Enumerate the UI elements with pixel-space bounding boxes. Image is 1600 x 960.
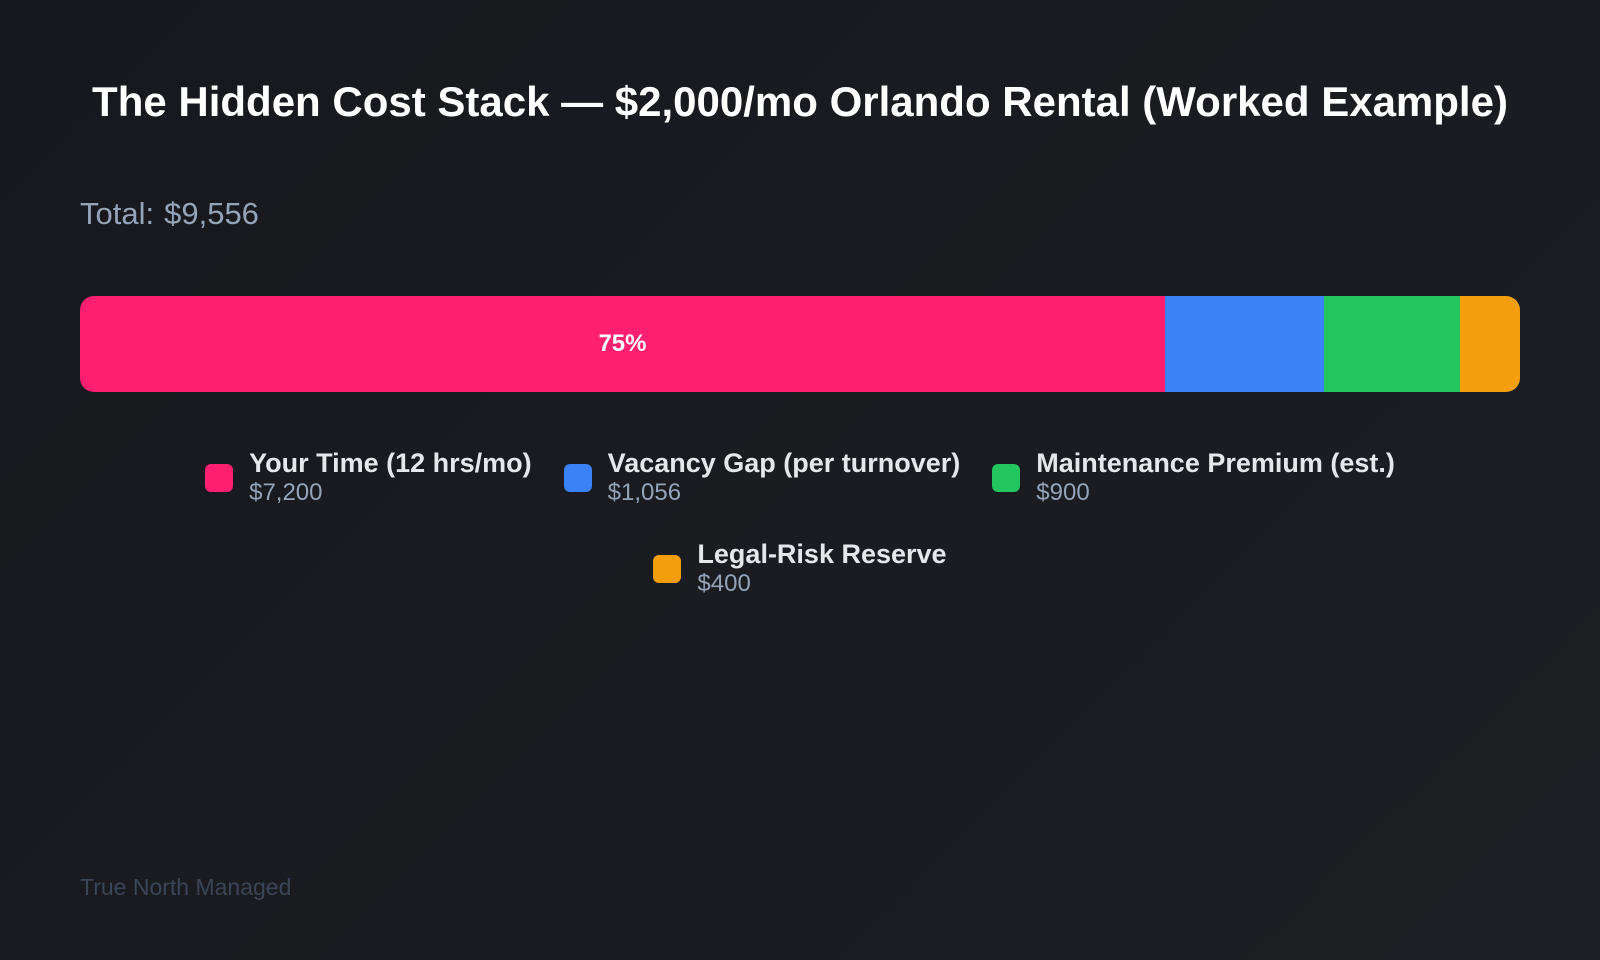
legend-swatch <box>205 463 234 492</box>
segment-percent-label: 75% <box>598 330 647 357</box>
legend-label: Your Time (12 hrs/mo) <box>249 448 532 478</box>
legend-text: Legal-Risk Reserve $400 <box>697 539 946 598</box>
legend-swatch <box>563 463 592 492</box>
legend-item: Maintenance Premium (est.) $900 <box>992 448 1395 507</box>
legend-item: Your Time (12 hrs/mo) $7,200 <box>205 448 532 507</box>
legend-value: $7,200 <box>249 479 323 506</box>
total-label: Total: <box>80 196 155 231</box>
legend-item: Legal-Risk Reserve $400 <box>653 539 947 598</box>
stacked-bar: 75% <box>80 296 1520 392</box>
legend-swatch <box>653 554 682 583</box>
legend-label: Legal-Risk Reserve <box>697 539 947 569</box>
legend-value: $900 <box>1036 479 1090 506</box>
legend-value: $400 <box>697 570 751 597</box>
chart-title: The Hidden Cost Stack — $2,000/mo Orland… <box>92 78 1508 125</box>
legend: Your Time (12 hrs/mo) $7,200 Vacancy Gap (… <box>80 448 1520 598</box>
total-summary: Total: $9,556 <box>80 194 259 234</box>
bar-segment <box>1164 296 1325 392</box>
bar-segment: 75% <box>80 296 1165 392</box>
brand-footer: True North Managed <box>80 874 292 900</box>
legend-item: Vacancy Gap (per turnover) $1,056 <box>563 448 961 507</box>
total-value: $9,556 <box>164 196 259 231</box>
legend-text: Maintenance Premium (est.) $900 <box>1036 448 1395 507</box>
legend-value: $1,056 <box>607 479 682 506</box>
legend-swatch <box>992 463 1021 492</box>
legend-text: Vacancy Gap (per turnover) $1,056 <box>608 448 961 507</box>
legend-label: Maintenance Premium (est.) <box>1036 448 1395 478</box>
bar-segment <box>1459 296 1520 392</box>
legend-label: Vacancy Gap (per turnover) <box>607 448 961 478</box>
legend-text: Your Time (12 hrs/mo) $7,200 <box>249 448 532 507</box>
bar-segment <box>1324 296 1460 392</box>
